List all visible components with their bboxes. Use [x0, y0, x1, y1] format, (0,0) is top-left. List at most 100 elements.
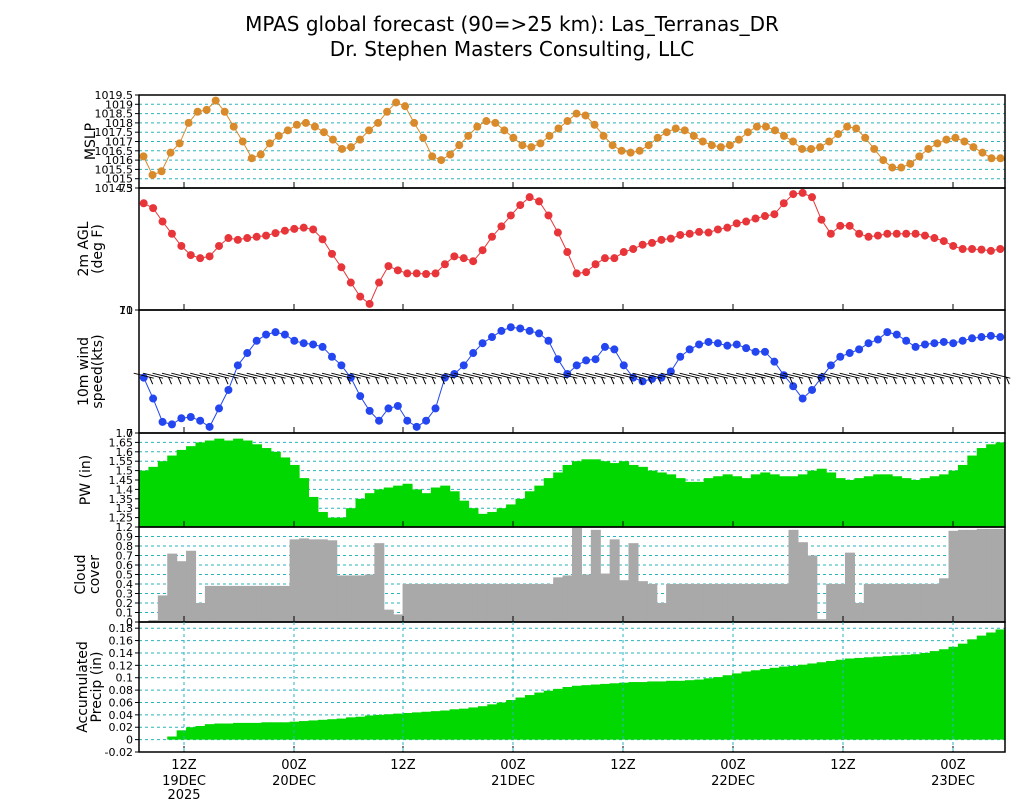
temperature-point: [968, 245, 977, 253]
cloud-bar: [280, 585, 291, 622]
cloud-bar: [317, 539, 328, 622]
y-tick-label: 1.45: [109, 474, 134, 487]
x-tick-label: 00Z: [500, 758, 526, 773]
precip-panel: -0.0200.020.040.060.080.10.120.140.160.1…: [75, 621, 1006, 759]
pw-bar: [741, 478, 752, 527]
cloud-bar: [713, 584, 724, 622]
mslp-point: [509, 133, 518, 142]
cloud-bar: [854, 603, 865, 622]
temperature-point: [704, 228, 713, 237]
wind-barb: [773, 372, 794, 379]
cloud-bar: [826, 584, 837, 622]
pw-bar: [713, 476, 724, 527]
pw-bar: [694, 481, 705, 527]
cloud-bar: [534, 584, 545, 622]
wind-point: [459, 361, 468, 370]
cloud-bar: [628, 543, 639, 622]
pw-bar: [176, 449, 187, 527]
precip-bar: [233, 722, 244, 740]
wind-point: [384, 404, 393, 413]
wind-barb: [610, 376, 615, 385]
wind-point: [704, 337, 713, 346]
wind-barb: [478, 376, 483, 385]
x-tick-label: 12Z: [390, 758, 416, 773]
wind-point: [431, 404, 440, 413]
wind-barb: [939, 376, 944, 385]
pw-bar: [892, 476, 903, 527]
wind-barb: [500, 372, 521, 379]
temperature-point: [911, 229, 920, 238]
cloud-bar: [299, 538, 310, 622]
wind-barb: [698, 372, 719, 379]
wind-point: [695, 340, 704, 349]
precip-bar: [374, 714, 385, 740]
pw-bar: [619, 461, 630, 527]
pw-bar: [788, 476, 799, 527]
mslp-point: [825, 137, 834, 146]
y-tick-label: 0.1: [116, 672, 134, 685]
wind-point: [412, 422, 421, 431]
cloud-bar: [195, 603, 206, 622]
pw-bar: [421, 493, 432, 527]
wind-barb: [510, 372, 531, 379]
temperature-point: [252, 232, 261, 241]
x-tick-label: 00Z: [940, 758, 966, 773]
wind-barb: [356, 376, 361, 385]
y-axis-label: MSLP: [83, 123, 99, 160]
temperature-point: [958, 245, 967, 253]
wind-barb: [754, 372, 776, 379]
pw-bar: [769, 474, 780, 527]
precip-bar: [553, 688, 564, 740]
precip-bar: [986, 632, 997, 740]
chart-title-line1: MPAS global forecast (90=>25 km): Las_Te…: [245, 12, 779, 36]
cloud-bar: [797, 542, 808, 622]
wind-point: [535, 329, 544, 338]
y-tick-label: 1.65: [109, 436, 134, 449]
mslp-point: [166, 148, 175, 157]
temperature-point: [939, 237, 948, 246]
precip-bar: [647, 681, 658, 740]
mslp-point: [581, 111, 590, 120]
wind-barb: [168, 376, 172, 385]
wind-barb: [538, 372, 559, 379]
pw-bar: [223, 440, 234, 527]
wind-barb: [186, 376, 191, 385]
temperature-point: [977, 245, 986, 254]
temperature-point: [610, 254, 619, 263]
cloud-bar: [487, 584, 498, 622]
wind-point: [798, 394, 807, 403]
y-tick-label: 1.25: [109, 512, 134, 525]
wind-barb: [459, 376, 464, 385]
y-tick-label: 1.35: [109, 493, 134, 506]
wind-barb: [619, 376, 624, 385]
wind-point: [280, 330, 289, 339]
temperature-point: [732, 219, 741, 228]
temperature-point: [177, 241, 186, 250]
wind-barb: [657, 376, 662, 385]
precip-bar: [854, 657, 865, 740]
pw-bar: [901, 478, 912, 527]
wind-barb: [566, 372, 587, 379]
cloud-bar: [863, 584, 874, 622]
pw-bar: [524, 491, 535, 527]
wind-barb: [205, 376, 210, 385]
cloud-bar: [346, 575, 357, 622]
mslp-point: [554, 124, 563, 133]
precip-bar: [449, 709, 460, 740]
wind-point: [224, 385, 233, 394]
cloud-bar: [939, 578, 950, 622]
y-tick-label: 0: [126, 427, 133, 440]
wind-barb: [375, 376, 380, 385]
mslp-point: [572, 109, 581, 118]
wind-barb: [271, 376, 276, 385]
mslp-point: [671, 124, 680, 133]
wind-frame: [138, 309, 1006, 434]
mslp-point: [608, 141, 617, 150]
wind-barb: [425, 372, 446, 379]
cloud-bar: [656, 603, 667, 622]
wind-point: [243, 349, 252, 358]
wind-barb: [764, 372, 785, 379]
wind-point: [403, 416, 412, 425]
precip-bar: [675, 680, 686, 740]
pw-bar: [986, 444, 997, 527]
